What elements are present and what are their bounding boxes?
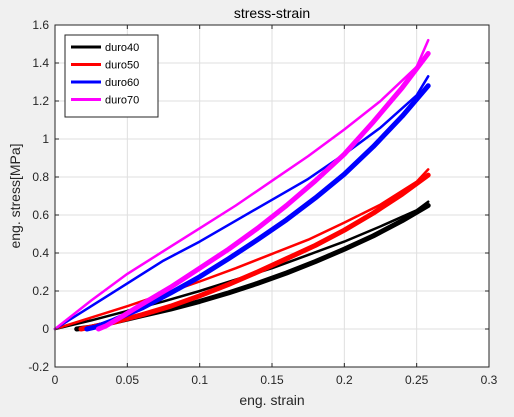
axes: 0 0.05 0.1 0.15 0.2 0.25 0.3-0.200.20.40.60.81… [28,18,497,387]
x-tick-label: 0.15 [260,373,284,387]
x-tick-label: 0 [52,373,59,387]
series-duro70-loading [53,38,430,331]
legend-box [64,34,159,118]
chart-title: stress-strain [234,5,310,21]
y-tick-label: 0.2 [32,284,49,298]
legend: duro40 duro50 duro60 duro70 [64,34,159,118]
y-axis-label: eng. stress[MPa] [7,143,23,248]
x-tick-label: 0.2 [336,373,353,387]
series-duro70-unloading [95,51,431,332]
y-tick-label: 0.4 [32,246,49,260]
x-tick-label: 0.25 [405,373,429,387]
y-tick-label: 1.2 [32,94,49,108]
legend-label: duro70 [105,95,139,107]
x-tick-label: 0.05 [116,373,140,387]
series-group [53,38,431,332]
legend-label: duro60 [105,77,139,89]
legend-label: duro40 [105,42,139,54]
x-axis-label: eng. strain [239,392,304,408]
series-duro50-loading [53,168,430,331]
y-tick-label: 0.8 [32,170,49,184]
y-tick-label: -0.2 [28,360,49,374]
x-tick-label: 0.1 [191,373,208,387]
y-tick-label: 0 [42,322,49,336]
y-tick-label: 1.6 [32,18,49,32]
y-tick-label: 1 [42,132,49,146]
y-tick-label: 0.6 [32,208,49,222]
series-duro60-loading [53,75,430,331]
x-tick-label: 0.3 [481,373,498,387]
legend-label: duro50 [105,60,139,72]
y-tick-label: 1.4 [32,56,49,70]
